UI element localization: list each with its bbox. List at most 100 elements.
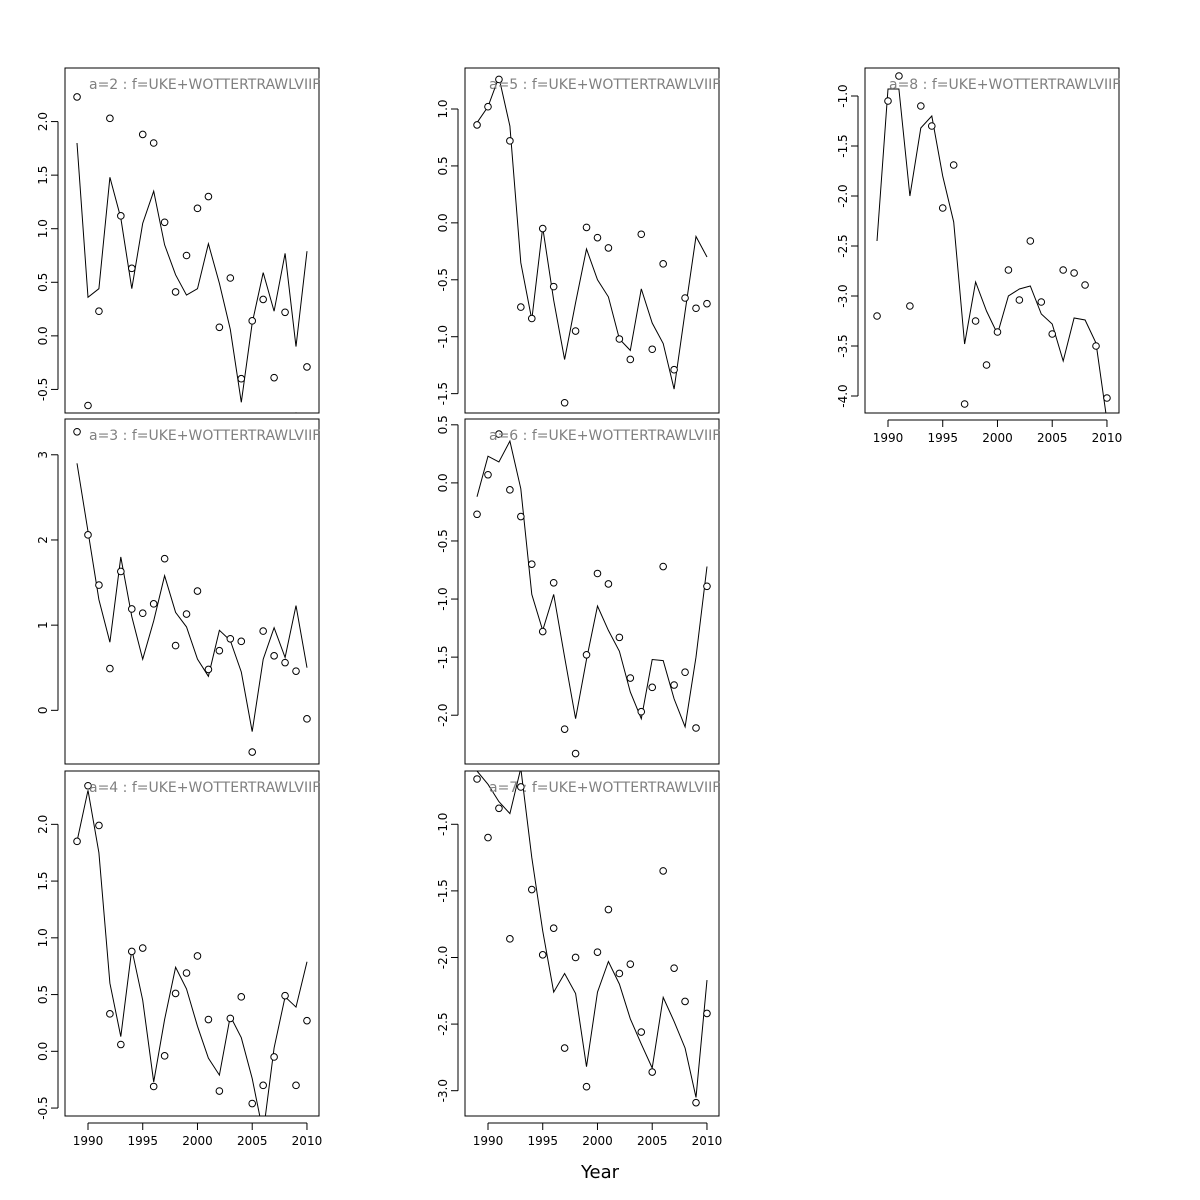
y-tick-label: -3.5 [836, 334, 850, 357]
observed-point [106, 114, 114, 123]
observed-point [681, 294, 689, 302]
observed-point [248, 748, 257, 756]
observed-point [659, 867, 667, 875]
observed-point [681, 997, 689, 1006]
observed-point [226, 1014, 235, 1023]
panel-title: a=5 : f=UKE+WOTTERTRAWLVIIF [489, 77, 720, 93]
observed-point [582, 1082, 591, 1091]
observed-point [127, 947, 136, 956]
observed-point [927, 122, 936, 130]
observed-point [171, 641, 180, 650]
observed-point [571, 749, 580, 758]
observed-point [538, 627, 547, 636]
observed-point [703, 582, 711, 591]
observed-point [917, 102, 925, 110]
observed-point [1070, 269, 1078, 277]
observed-point [259, 1081, 267, 1090]
observed-point [259, 295, 267, 304]
observed-point [626, 355, 635, 364]
observed-point [270, 1053, 278, 1061]
y-tick-label: 0.5 [436, 415, 450, 434]
observed-point [160, 218, 169, 227]
observed-point [538, 951, 547, 959]
fitted-line [876, 88, 1107, 413]
y-tick-label: -0.5 [436, 268, 450, 291]
observed-point [670, 681, 678, 689]
observed-point [117, 212, 125, 220]
observed-point [495, 75, 503, 84]
observed-point [549, 924, 558, 932]
plot-frame [864, 67, 1120, 414]
panel-title: a=4 : f=UKE+WOTTERTRAWLVIIF [89, 780, 320, 796]
y-tick-label: -3.0 [836, 284, 850, 307]
observed-point [549, 282, 558, 291]
plot-frame [64, 418, 320, 765]
observed-point [1092, 342, 1100, 350]
fitted-line [476, 439, 708, 729]
observed-point [182, 610, 191, 618]
x-tick-label: 1990 [73, 1134, 104, 1148]
observed-point [560, 398, 569, 407]
observed-point [292, 1081, 300, 1090]
observed-point [571, 953, 580, 962]
observed-point [149, 139, 158, 147]
panel-a8: -4.0 -3.5 -3.0 -2.5 -2.0 -1.5 -1.0 1990 1995 2000… [836, 67, 1123, 445]
observed-point [1081, 281, 1089, 289]
y-tick-label: 1.5 [36, 872, 50, 891]
observed-point [248, 1099, 257, 1108]
observed-point [495, 804, 503, 813]
observed-point [204, 192, 213, 201]
fitted-line [76, 463, 308, 732]
observed-point [215, 646, 224, 655]
plot-frame [64, 67, 320, 414]
observed-point [95, 821, 103, 830]
observed-point [1048, 330, 1057, 338]
observed-point [560, 725, 569, 733]
observed-point [615, 633, 624, 642]
observed-point [604, 244, 613, 252]
observed-point [248, 317, 257, 325]
observed-point [648, 1068, 657, 1076]
observed-point [571, 327, 580, 335]
y-tick-label: 1.0 [36, 219, 50, 238]
observed-point [604, 580, 613, 588]
fitted-line [76, 142, 308, 403]
observed-point [692, 1098, 700, 1107]
y-tick-label: 1.0 [36, 928, 50, 947]
y-tick-label: -1.5 [436, 879, 450, 902]
observed-point [681, 668, 689, 677]
observed-point [473, 775, 481, 783]
observed-point [1103, 394, 1111, 402]
x-tick-label: 1995 [527, 1134, 558, 1148]
observed-point [171, 989, 180, 998]
plot-frame [464, 418, 720, 765]
observed-point [149, 600, 158, 608]
y-tick-label: 3 [36, 451, 50, 459]
y-tick-label: 2.0 [36, 112, 50, 131]
observed-point [73, 427, 81, 436]
y-tick-label: -0.5 [36, 1096, 50, 1119]
observed-point [193, 204, 202, 213]
y-tick-label: 2.0 [36, 815, 50, 834]
observed-point [160, 554, 169, 563]
x-tick-label: 2010 [1092, 431, 1123, 445]
observed-point [593, 948, 602, 956]
observed-point [160, 1052, 169, 1060]
observed-point [1059, 266, 1067, 274]
observed-point [138, 609, 147, 618]
plot-frame [464, 770, 720, 1117]
observed-point [615, 969, 624, 978]
observed-point [527, 885, 536, 894]
observed-point [182, 969, 191, 977]
y-tick-label: 1.5 [36, 166, 50, 185]
plot-frame [64, 770, 320, 1117]
y-tick-label: -0.5 [36, 378, 50, 401]
panel-a3: 0 1 2 3 a=3 : f=UKE+WOTTERTRAWLVIIF [36, 418, 320, 765]
panel-title: a=2 : f=UKE+WOTTERTRAWLVIIF [89, 77, 320, 93]
y-tick-label: 1.0 [436, 99, 450, 118]
observed-point [527, 560, 536, 569]
observed-point [626, 674, 635, 682]
observed-point [303, 363, 311, 371]
observed-point [237, 993, 246, 1001]
